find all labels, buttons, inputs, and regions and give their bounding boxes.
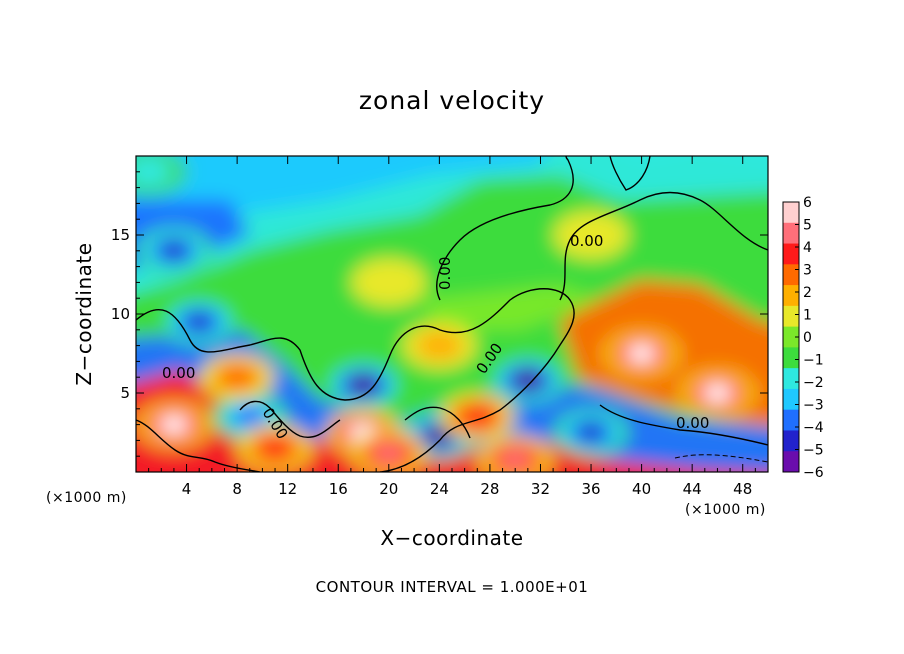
- x-tick-label: 28: [480, 480, 499, 498]
- colorbar-swatch: [783, 326, 799, 348]
- maximum-blob-14: [477, 435, 553, 472]
- upper-blue-band: [136, 156, 545, 238]
- contour-label: 0.00: [162, 364, 195, 382]
- maximum-blob-15: [439, 392, 515, 441]
- colorbar-swatch: [783, 409, 799, 431]
- maximum-blob-18: [553, 211, 629, 259]
- contour-line-1: [559, 191, 768, 301]
- maximum-blob-19: [351, 258, 427, 307]
- y-axis-label: Z−coordinate: [72, 242, 96, 386]
- x-tick-label: 44: [683, 480, 702, 498]
- contour-line-7: [404, 406, 471, 439]
- colorbar-swatch: [783, 368, 799, 390]
- colorbar-tick-label: −6: [803, 465, 824, 481]
- colorbar-swatch: [783, 243, 799, 265]
- x-tick-label: 40: [632, 480, 651, 498]
- colorbar-tick-label: −2: [803, 375, 824, 391]
- mid-yellowgreen: [420, 285, 600, 330]
- minimum-blob-1: [136, 227, 212, 275]
- contour-interval-note: CONTOUR INTERVAL = 1.000E+01: [315, 578, 589, 596]
- x-tick-label: 16: [329, 480, 348, 498]
- minimum-blob-7: [136, 156, 187, 196]
- negative-contour-dashed: [674, 454, 768, 463]
- minimum-blob-6: [553, 408, 629, 457]
- colorbar-swatch: [783, 430, 799, 452]
- x-tick-label: 36: [581, 480, 600, 498]
- contour-line-6: [239, 400, 341, 438]
- colorbar-tick-label: 6: [803, 195, 812, 211]
- contour-line-3: [609, 156, 651, 191]
- x-axis-unit: (×1000 m): [685, 502, 766, 518]
- minimum-blob-3: [490, 356, 566, 405]
- colorbar-swatch: [783, 388, 799, 411]
- colorbar-tick-label: −5: [803, 443, 824, 459]
- y-axis-unit: (×1000 m): [46, 490, 127, 506]
- x-axis-label: X−coordinate: [380, 526, 524, 550]
- colorbar-swatch: [783, 451, 799, 473]
- maximum-blob-12: [351, 429, 427, 472]
- colorbar-tick-label: −4: [803, 420, 824, 436]
- contour-line-5: [599, 404, 768, 446]
- chart-title: zonal velocity: [358, 86, 546, 115]
- contour-label: 0.00: [436, 257, 454, 290]
- colorbar-swatch: [783, 347, 799, 369]
- colorbar-tick-label: 2: [803, 285, 812, 301]
- x-axis: 4 8 12 16 20 24 28 32 36 40 44 48: [148, 156, 756, 498]
- maximum-blob-13: [237, 424, 313, 472]
- x-tick-label: 4: [182, 480, 192, 498]
- y-tick-label: 5: [120, 384, 130, 402]
- maximum-blob-16: [401, 321, 477, 370]
- colorbar-tick-label: 5: [803, 218, 812, 234]
- colorbar-tick-label: −1: [803, 353, 824, 369]
- colorbar-tick-label: 4: [803, 240, 812, 256]
- colorbar-swatch: [783, 305, 799, 328]
- contour-label: 0.00: [570, 232, 603, 250]
- x-tick-label: 20: [379, 480, 398, 498]
- minimum-blob-2: [326, 361, 401, 409]
- y-axis: 5 10 15: [111, 171, 768, 457]
- maximum-blob-10: [136, 400, 212, 449]
- colorbar-swatch: [783, 202, 799, 224]
- maximum-blob-17: [199, 353, 275, 402]
- contour-line-0: [136, 288, 575, 472]
- zero-contours: [136, 156, 768, 472]
- colorbar: 6 5 4 3 2 1 0 −1 −2 −3 −4 −5 −6: [782, 195, 824, 481]
- velocity-field: [136, 156, 768, 472]
- minimum-blob-0: [161, 298, 237, 346]
- x-tick-label: 24: [430, 480, 449, 498]
- x-tick-label: 32: [531, 480, 550, 498]
- colorbar-tick-label: 0: [803, 330, 812, 346]
- colorbar-tick-label: 3: [803, 263, 812, 279]
- colorbar-swatch: [783, 285, 799, 307]
- x-tick-label: 8: [232, 480, 242, 498]
- contour-line-2: [436, 156, 574, 301]
- y-tick-label: 10: [111, 305, 130, 323]
- maximum-blob-9: [680, 369, 755, 417]
- y-tick-label: 15: [111, 226, 130, 244]
- colorbar-swatch: [783, 264, 799, 286]
- contour-label: 0.00: [676, 414, 709, 432]
- colorbar-tick-label: −3: [803, 398, 824, 414]
- x-tick-label: 12: [278, 480, 297, 498]
- contour-line-4: [136, 419, 261, 472]
- colorbar-swatch: [783, 222, 799, 245]
- x-tick-label: 48: [733, 480, 752, 498]
- maximum-blob-8: [604, 329, 679, 378]
- colorbar-tick-label: 1: [803, 308, 812, 324]
